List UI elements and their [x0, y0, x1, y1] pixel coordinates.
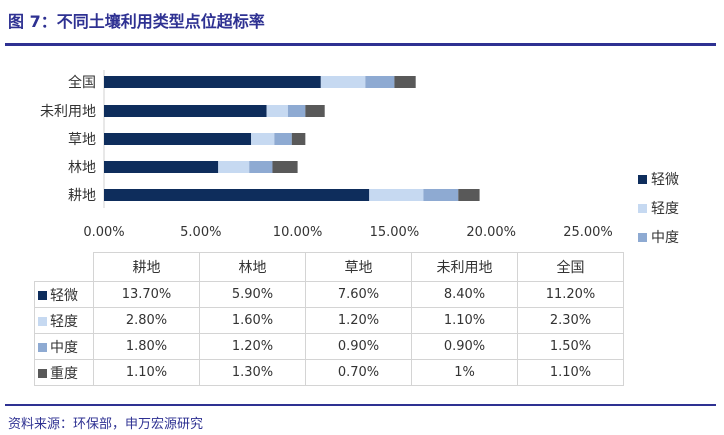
table-cell: 1.30%: [199, 359, 306, 386]
column-header: 全国: [517, 252, 624, 282]
x-tick-label: 5.00%: [180, 225, 221, 240]
bar-segment: [369, 189, 424, 201]
category-label: 未利用地: [40, 104, 96, 120]
bar-segment: [272, 161, 298, 173]
table-cell: 1.10%: [93, 359, 200, 386]
bar-segment: [287, 105, 306, 117]
legend-swatch: [638, 204, 647, 213]
column-header: 未利用地: [411, 252, 518, 282]
bar-segment: [249, 161, 273, 173]
bar-segment: [458, 189, 480, 201]
category-label: 耕地: [68, 187, 96, 204]
table-cell: 0.70%: [305, 359, 412, 386]
legend-label: 中度: [651, 230, 679, 246]
table-cell: 5.90%: [199, 281, 306, 308]
bar-segment: [251, 133, 275, 145]
column-header: 林地: [199, 252, 306, 282]
legend-label: 轻度: [651, 201, 679, 217]
table-cell: 0.90%: [411, 333, 518, 360]
category-label: 林地: [68, 160, 96, 176]
x-tick-label: 25.00%: [563, 225, 613, 240]
table-cell: 0.90%: [305, 333, 412, 360]
table-cell: 8.40%: [411, 281, 518, 308]
table-cell: 2.80%: [93, 307, 200, 334]
figure-title: 图 7：不同土壤利用类型点位超标率: [8, 12, 265, 31]
table-cell: 1.50%: [517, 333, 624, 360]
row-label: 中度: [50, 339, 78, 356]
bar-segment: [394, 76, 416, 88]
bar-segment: [365, 76, 395, 88]
bar-segment: [104, 161, 219, 173]
bar-segment: [274, 133, 292, 145]
table-header-row: 耕地 林地 草地 未利用地 全国: [34, 252, 624, 282]
column-header: 草地: [305, 252, 412, 282]
x-tick-label: 15.00%: [370, 225, 420, 240]
legend-swatch: [38, 291, 47, 300]
bar-segment: [104, 133, 252, 145]
table-cell: 1.10%: [411, 307, 518, 334]
bar-segment: [320, 76, 366, 88]
top-rule: [5, 43, 716, 46]
legend-swatch: [38, 369, 47, 378]
bar-segment: [218, 161, 250, 173]
table-cell: 1%: [411, 359, 518, 386]
table-cell: 1.60%: [199, 307, 306, 334]
source-note: 资料来源：环保部，申万宏源研究: [8, 417, 204, 432]
legend-swatch: [38, 343, 47, 352]
column-header: 耕地: [93, 252, 200, 282]
table-cell: 13.70%: [93, 281, 200, 308]
bar-segment: [104, 105, 267, 117]
row-label: 轻度: [50, 313, 78, 330]
legend-swatch: [638, 175, 647, 184]
bar-segment: [104, 189, 370, 201]
x-tick-label: 10.00%: [273, 225, 323, 240]
table-cell: 1.20%: [305, 307, 412, 334]
table-row: 中度 1.80% 1.20% 0.90% 0.90% 1.50%: [34, 333, 624, 360]
category-label: 全国: [68, 74, 96, 91]
table-cell: 1.10%: [517, 359, 624, 386]
legend-label: 轻微: [651, 172, 679, 188]
table-row: 轻微 13.70% 5.90% 7.60% 8.40% 11.20%: [34, 281, 624, 308]
row-label: 重度: [50, 365, 78, 382]
row-label: 轻微: [50, 287, 78, 304]
table-row: 轻度 2.80% 1.60% 1.20% 1.10% 2.30%: [34, 307, 624, 334]
table-cell: 1.20%: [199, 333, 306, 360]
category-label: 草地: [68, 132, 96, 148]
bar-segment: [423, 189, 459, 201]
bar-segment: [291, 133, 306, 145]
table-cell: 2.30%: [517, 307, 624, 334]
bar-segment: [305, 105, 325, 117]
x-tick-label: 0.00%: [83, 225, 124, 240]
bar-segment: [104, 76, 321, 88]
table-row: 重度 1.10% 1.30% 0.70% 1% 1.10%: [34, 359, 624, 386]
legend-swatch: [38, 317, 47, 326]
table-cell: 7.60%: [305, 281, 412, 308]
bottom-rule: [5, 404, 716, 406]
data-table: 耕地 林地 草地 未利用地 全国轻微 13.70% 5.90% 7.60% 8.40% 11.20…: [34, 252, 624, 386]
bar-segment: [266, 105, 288, 117]
table-cell: 11.20%: [517, 281, 624, 308]
legend-swatch: [638, 233, 647, 242]
x-tick-label: 20.00%: [466, 225, 516, 240]
table-cell: 1.80%: [93, 333, 200, 360]
